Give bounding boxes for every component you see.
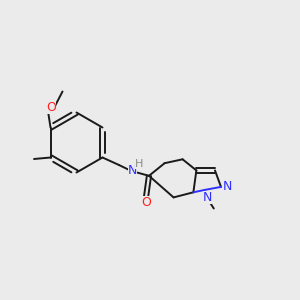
Text: O: O — [46, 101, 56, 114]
Text: N: N — [222, 180, 232, 194]
Text: N: N — [203, 191, 212, 204]
Text: N: N — [128, 164, 137, 177]
Text: H: H — [135, 159, 143, 169]
Text: O: O — [141, 196, 151, 209]
